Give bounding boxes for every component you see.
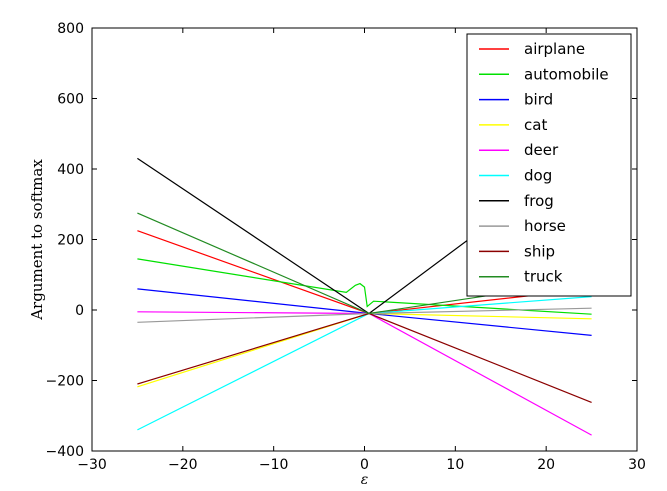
y-tick-label: 800 — [57, 21, 84, 37]
x-tick-label: 20 — [537, 457, 555, 473]
x-axis-label: ε — [361, 472, 369, 488]
legend-label-dog: dog — [524, 167, 552, 185]
legend-label-airplane: airplane — [524, 40, 585, 58]
y-tick-label: 200 — [57, 233, 84, 249]
legend-label-ship: ship — [524, 242, 555, 260]
y-tick-label: −200 — [46, 374, 84, 390]
x-tick-label: 30 — [628, 457, 646, 473]
ticks-layer: −30 −20 −10 0 10 20 30 −400 −200 0 200 400 600 800 — [46, 21, 646, 473]
legend-label-cat: cat — [524, 116, 547, 134]
y-tick-label: −400 — [46, 444, 84, 460]
legend-label-truck: truck — [524, 268, 563, 286]
legend-label-deer: deer — [524, 141, 559, 159]
y-axis-label: Argument to softmax — [28, 159, 46, 321]
legend-label-bird: bird — [524, 91, 553, 109]
legend-box — [466, 33, 632, 297]
x-tick-label: −20 — [168, 457, 198, 473]
legend-label-horse: horse — [524, 217, 566, 235]
y-tick-label: 600 — [57, 92, 84, 108]
y-tick-label: 0 — [75, 303, 84, 319]
legend-label-automobile: automobile — [524, 65, 609, 83]
x-tick-label: 0 — [360, 457, 369, 473]
x-tick-label: −10 — [259, 457, 289, 473]
legend-label-frog: frog — [524, 192, 554, 210]
x-tick-label: −30 — [77, 457, 107, 473]
y-tick-label: 400 — [57, 162, 84, 178]
legend: airplane automobile bird cat deer dog frog hors… — [466, 33, 632, 297]
series-line-ship — [137, 312, 592, 403]
series-line-automobile — [137, 258, 592, 315]
x-tick-label: 10 — [446, 457, 464, 473]
series-line-deer — [137, 311, 592, 436]
